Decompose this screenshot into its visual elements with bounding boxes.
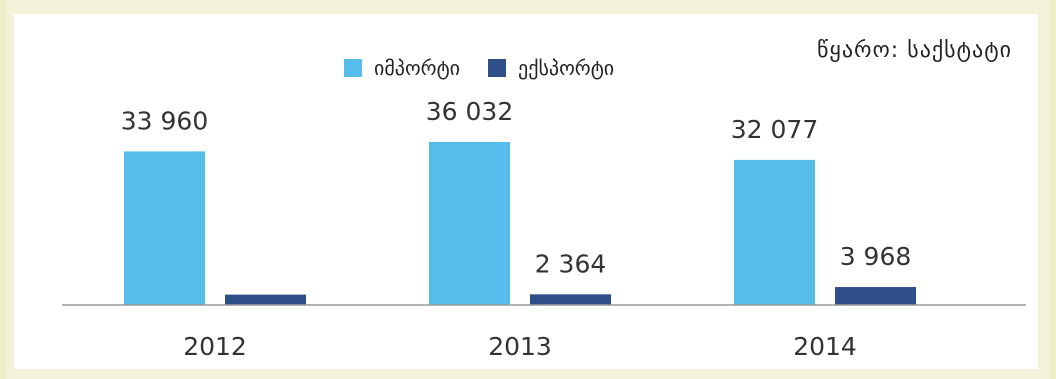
chart-legend: იმპორტი ექსპორტი (344, 56, 642, 80)
x-tick-label-2013: 2013 (488, 332, 552, 361)
legend-swatch-imports (344, 59, 362, 77)
bar-imports-2012 (124, 151, 205, 305)
source-note: წყარო: საქსტატი (817, 38, 1012, 63)
x-tick-label-2012: 2012 (183, 332, 247, 361)
legend-label-imports: იმპორტი (374, 56, 461, 80)
bar-exports-2013 (530, 294, 611, 305)
bar-imports-2013 (429, 142, 510, 305)
legend-item-exports: ექსპორტი (488, 56, 614, 80)
value-label-imports-2013: 36 032 (426, 97, 513, 126)
value-label-imports-2012: 33 960 (121, 106, 208, 135)
legend-item-imports: იმპორტი (344, 56, 460, 80)
legend-swatch-exports (488, 59, 507, 77)
value-label-imports-2014: 32 077 (731, 115, 818, 144)
value-label-exports-2013: 2 364 (535, 249, 607, 278)
legend-label-exports: ექსპორტი (518, 56, 615, 80)
chart-panel: იმპორტი ექსპორტი წყარო: საქსტატი 33 960 2… (14, 14, 1038, 369)
bar-imports-2014 (734, 159, 815, 305)
bar-exports-2014 (835, 287, 916, 305)
bar-exports-2012 (225, 294, 306, 305)
bar-chart: 33 960 2012 36 032 2 364 2013 32 077 3 968 2014 (62, 97, 1026, 361)
value-label-exports-2014: 3 968 (840, 242, 912, 271)
x-tick-label-2014: 2014 (793, 332, 857, 361)
